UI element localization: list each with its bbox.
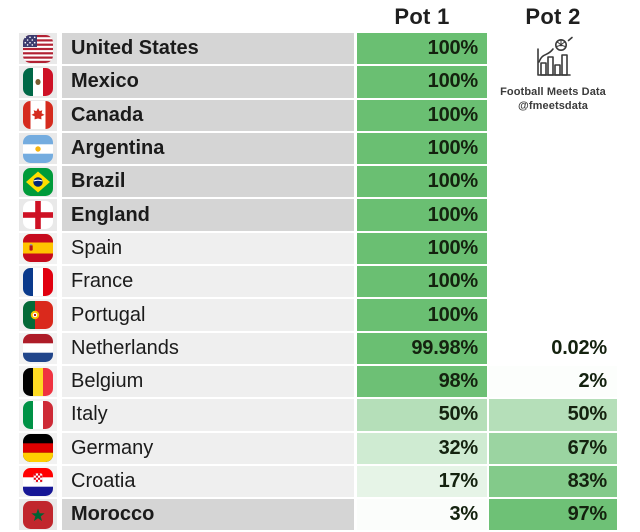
flag-cell [19,266,57,298]
table-row: Italy 50% 50% [19,399,617,431]
team-name: Croatia [62,465,354,498]
pot2-cell: 2% [489,365,617,398]
pot1-cell: 99.98% [357,332,487,364]
team-name: United States [62,33,354,65]
table-row: Netherlands 99.98% 0.02% [19,332,617,364]
team-name: Germany [62,432,354,464]
pot2-column-header: Pot 2 [525,4,581,29]
pot1-cell: 32% [357,432,487,464]
pot1-cell: 100% [357,166,487,198]
table-row: United States 100% [19,33,617,65]
team-name: Mexico [62,66,354,98]
flag-es-icon [23,234,53,263]
flag-cell [19,132,57,165]
team-name: Morocco [62,499,354,531]
pot2-cell [489,133,617,164]
flag-it-icon [23,400,53,429]
branding-title: Football Meets Data [500,86,606,98]
flag-cell [19,66,57,98]
table-row: Germany 32% 67% [19,432,617,464]
bar-chart-football-icon [537,36,573,76]
pot1-cell: 100% [357,99,487,131]
flag-cell [19,399,57,431]
flag-cell [19,499,57,531]
pot1-cell: 100% [357,33,487,65]
team-name: Netherlands [62,332,354,364]
team-name: France [62,266,354,298]
flag-ma-icon [23,500,53,529]
pot1-cell: 100% [357,199,487,231]
flag-hr-icon [23,467,53,496]
pot2-cell [489,199,617,230]
flag-cell [19,299,57,331]
team-name: England [62,199,354,231]
flag-cell [19,166,57,198]
team-name: Spain [62,232,354,265]
team-name: Italy [62,399,354,431]
table-row: Argentina 100% [19,132,617,165]
pot2-cell: 97% [489,499,617,531]
flag-mx-icon [23,67,53,96]
pot1-cell: 50% [357,399,487,431]
pot2-cell [489,299,617,330]
table-row: Portugal 100% [19,299,617,331]
team-name: Canada [62,99,354,131]
flag-cell [19,332,57,364]
pot2-cell [489,166,617,197]
flag-cell [19,465,57,498]
pot1-cell: 100% [357,299,487,331]
flag-eng-icon [23,201,53,230]
flag-ca-icon [23,101,53,130]
pot1-column-header: Pot 1 [394,4,450,29]
flag-fr-icon [23,267,53,296]
table-row: France 100% [19,266,617,298]
flag-cell [19,232,57,265]
pot2-cell: 0.02% [489,332,617,364]
pot2-cell: 50% [489,399,617,431]
pot2-cell: 67% [489,432,617,464]
flag-cell [19,99,57,131]
pot1-cell: 100% [357,232,487,265]
flag-cell [19,33,57,65]
table-row: Belgium 98% 2% [19,365,617,398]
flag-ar-icon [23,134,53,163]
table-row: Croatia 17% 83% [19,465,617,498]
pot1-cell: 100% [357,132,487,165]
table-row: Spain 100% [19,232,617,265]
pot1-cell: 3% [357,499,487,531]
flag-nl-icon [23,334,53,363]
team-name: Portugal [62,299,354,331]
team-name: Argentina [62,132,354,165]
flag-br-icon [23,167,53,196]
pot2-cell: 83% [489,465,617,498]
branding-handle: @fmeetsdata [518,100,588,112]
team-name: Brazil [62,166,354,198]
table-row: England 100% [19,199,617,231]
pot1-cell: 17% [357,465,487,498]
table-row: Brazil 100% [19,166,617,198]
pots-table: United States 100% Mexico 100% Canada 100% … [19,33,617,531]
pot2-cell [489,233,617,264]
pot1-cell: 100% [357,266,487,298]
flag-cell [19,365,57,398]
table-row: Canada 100% [19,99,617,131]
flag-de-icon [23,434,53,463]
branding-block: Football Meets Data @fmeetsdata [489,36,617,113]
table-row: Morocco 3% 97% [19,499,617,531]
table-row: Mexico 100% [19,66,617,98]
pot1-cell: 98% [357,365,487,398]
flag-pt-icon [23,301,53,330]
flag-be-icon [23,367,53,396]
flag-us-icon [23,34,53,63]
team-name: Belgium [62,365,354,398]
flag-cell [19,199,57,231]
flag-cell [19,432,57,464]
pot2-cell [489,266,617,297]
pot1-cell: 100% [357,66,487,98]
